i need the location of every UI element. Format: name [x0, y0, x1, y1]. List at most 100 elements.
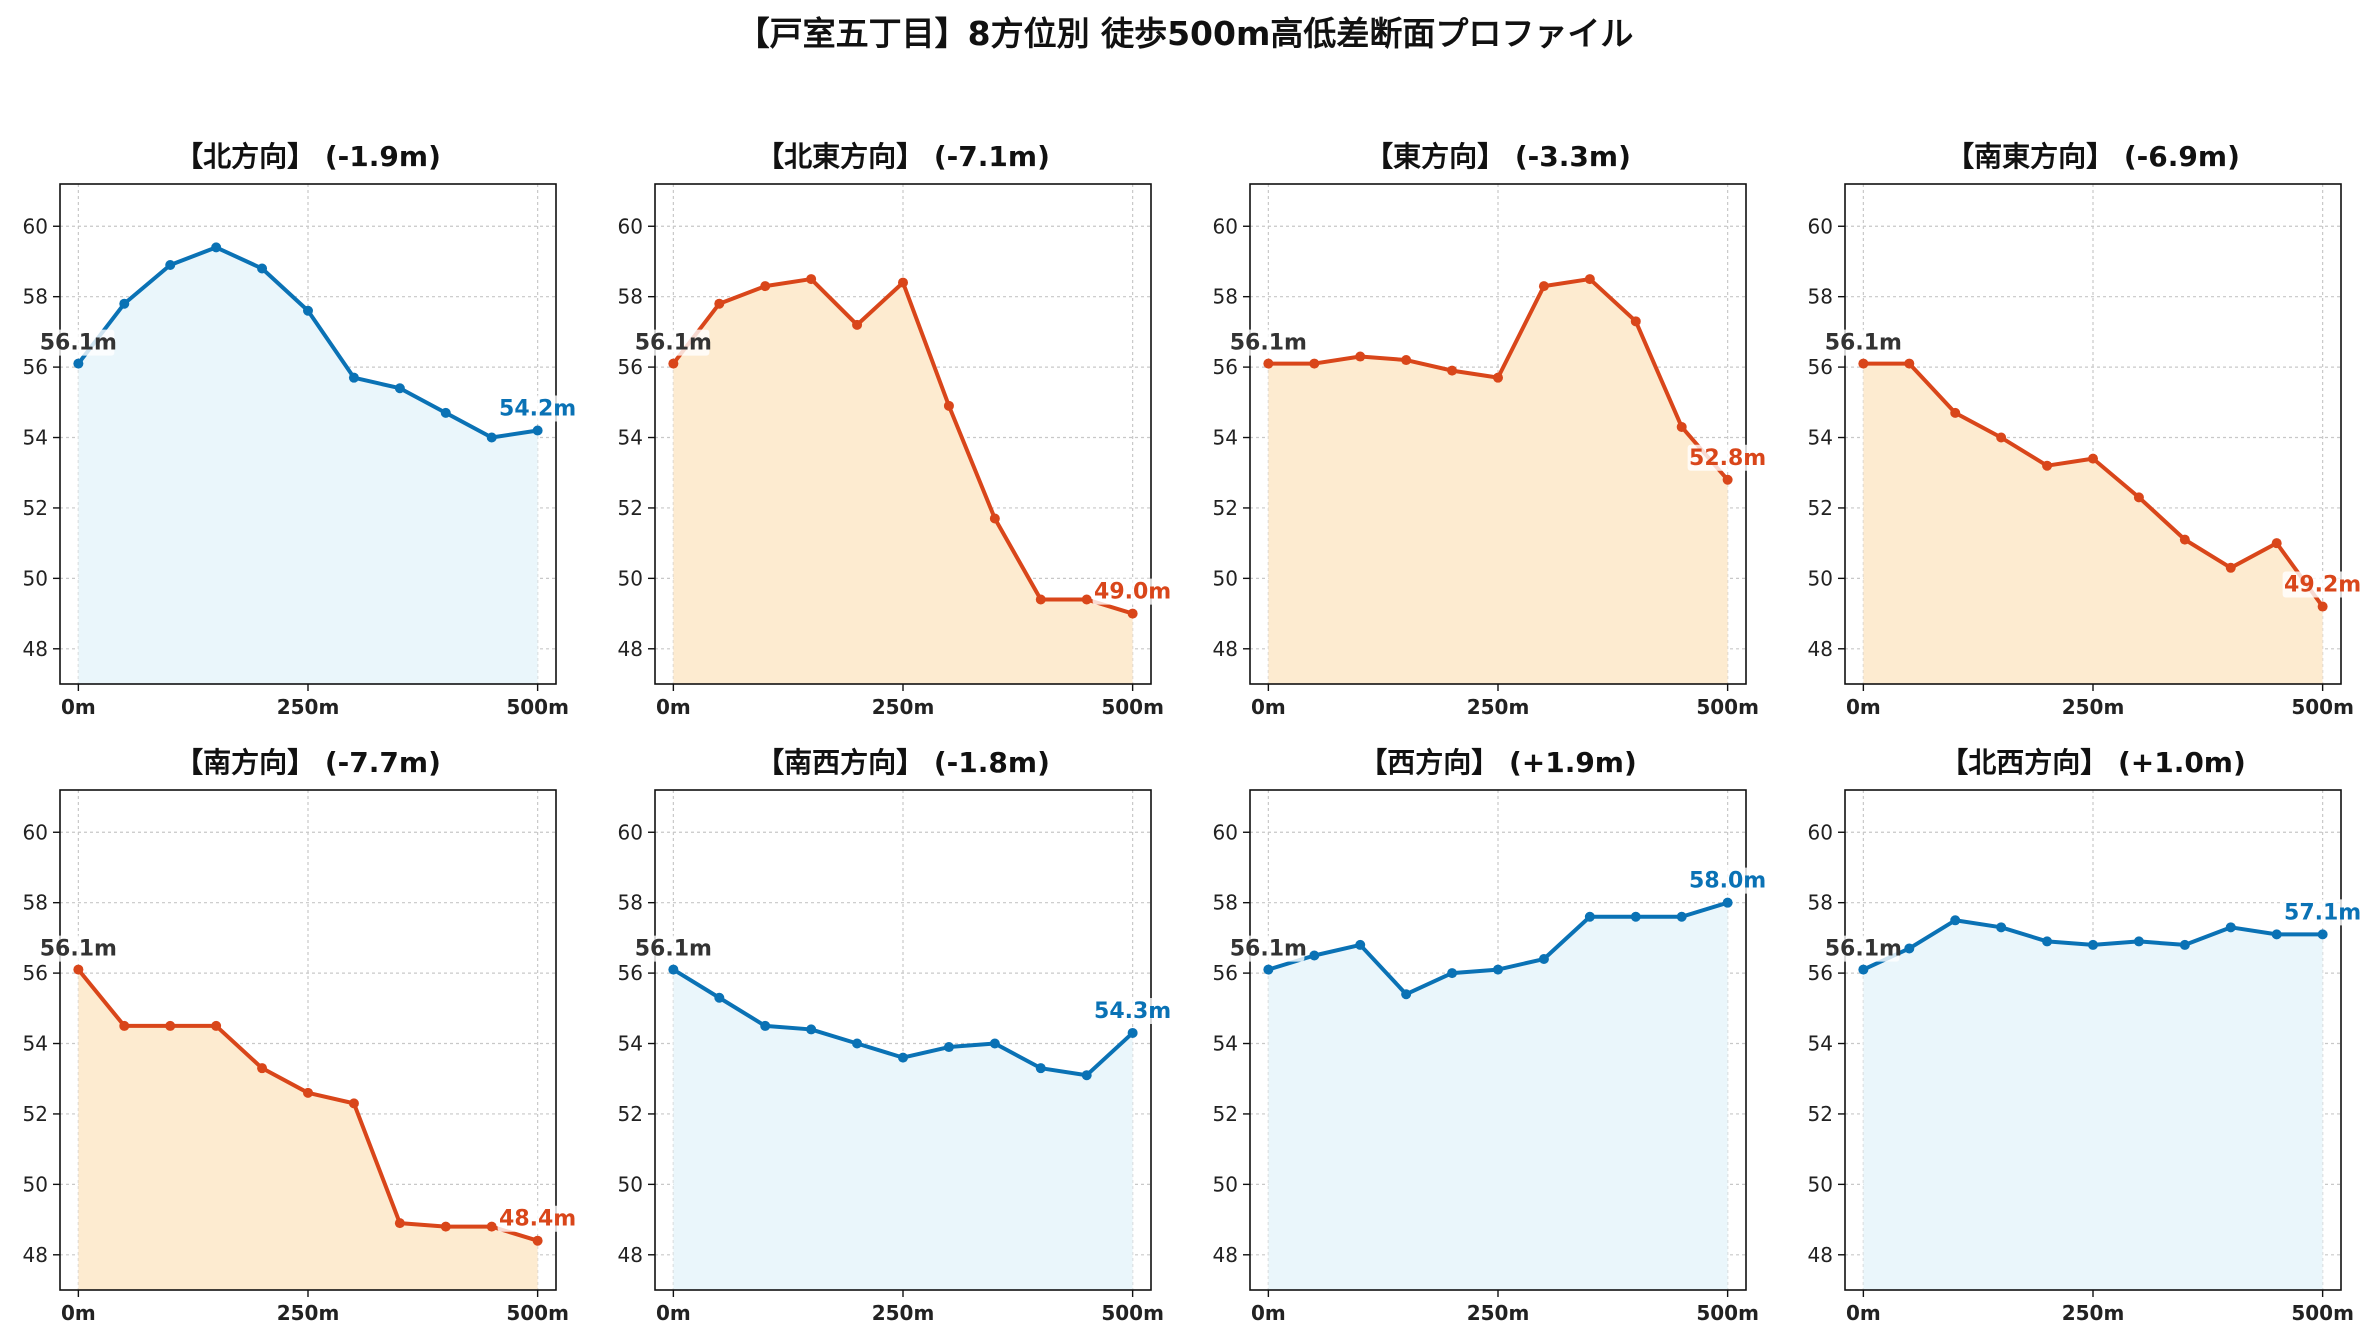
data-point	[1355, 351, 1366, 362]
data-point	[943, 1042, 954, 1053]
data-point	[348, 1098, 359, 1109]
end-label-bg	[1092, 578, 1173, 605]
data-point	[989, 1038, 1000, 1049]
end-elevation-label: 48.4m	[499, 1207, 576, 1232]
y-tick-label: 60	[23, 214, 48, 238]
y-tick-label: 56	[23, 961, 48, 985]
data-point	[440, 407, 451, 418]
data-point	[1858, 358, 1869, 369]
data-point	[898, 1052, 908, 1063]
panel-title: 【南方向】 (-7.7m)	[175, 746, 441, 779]
start-elevation-label: 56.1m	[1825, 331, 1902, 356]
data-point	[2271, 929, 2282, 940]
figure-title: 【戸室五丁目】8方位別 徒歩500m高低差断面プロファイル	[737, 14, 1634, 53]
area-fill	[1268, 279, 1728, 684]
data-point	[2179, 939, 2190, 950]
data-point	[806, 1024, 817, 1035]
end-elevation-label: 49.0m	[1094, 580, 1171, 605]
end-label-bg	[497, 1205, 578, 1232]
y-tick-label: 54	[1213, 1032, 1238, 1056]
panel-title: 【南東方向】 (-6.9m)	[1946, 140, 2240, 173]
y-tick-label: 58	[23, 891, 48, 915]
x-tick-label: 250m	[1467, 1301, 1530, 1325]
data-point	[73, 964, 84, 975]
data-point	[257, 1063, 268, 1074]
y-tick-label: 60	[1808, 214, 1833, 238]
data-point	[1401, 355, 1412, 366]
start-label-bg	[1827, 329, 1900, 356]
x-tick-label: 0m	[1251, 695, 1286, 719]
x-tick-label: 250m	[2062, 695, 2125, 719]
data-point	[257, 263, 268, 274]
y-tick-label: 48	[23, 637, 48, 661]
x-tick-label: 250m	[277, 1301, 340, 1325]
data-point	[2088, 453, 2098, 464]
end-label-bg	[2282, 571, 2363, 598]
x-tick-label: 250m	[872, 1301, 935, 1325]
data-point	[2042, 460, 2053, 471]
data-point	[2042, 936, 2053, 947]
y-tick-label: 56	[23, 355, 48, 379]
area-fill	[1863, 920, 2323, 1290]
data-point	[1584, 911, 1595, 922]
data-point	[760, 281, 771, 292]
y-tick-label: 58	[618, 891, 643, 915]
data-point	[989, 513, 1000, 524]
area-fill	[673, 279, 1133, 684]
y-tick-label: 48	[23, 1243, 48, 1267]
data-point	[1493, 964, 1503, 975]
panel-0: 48 50 52 54 56 58 60 0m 250m 500m 【北方向】 (-1.9m) 56.…	[23, 140, 578, 719]
data-point	[1676, 911, 1687, 922]
start-elevation-label: 56.1m	[635, 937, 712, 962]
data-point	[2225, 922, 2236, 933]
start-elevation-label: 56.1m	[1230, 937, 1307, 962]
data-point	[2133, 936, 2144, 947]
data-point	[165, 259, 176, 270]
y-tick-label: 48	[1808, 1243, 1833, 1267]
data-point	[1309, 358, 1320, 369]
x-tick-label: 250m	[872, 695, 935, 719]
data-point	[303, 1087, 313, 1098]
y-tick-label: 48	[1213, 1243, 1238, 1267]
data-point	[1263, 964, 1274, 975]
data-point	[1081, 1070, 1092, 1081]
start-elevation-label: 56.1m	[635, 331, 712, 356]
y-tick-label: 60	[618, 820, 643, 844]
x-tick-label: 0m	[656, 695, 691, 719]
start-elevation-label: 56.1m	[1230, 331, 1307, 356]
x-tick-label: 0m	[1251, 1301, 1286, 1325]
end-label-bg	[1687, 444, 1768, 471]
y-tick-label: 54	[1213, 426, 1238, 450]
y-tick-label: 54	[1808, 426, 1833, 450]
y-tick-label: 48	[618, 637, 643, 661]
data-point	[668, 964, 679, 975]
x-tick-label: 500m	[506, 1301, 569, 1325]
panel-7: 48 50 52 54 56 58 60 0m 250m 500m 【北西方向】 (+1.0m) 56…	[1808, 746, 2363, 1325]
data-point	[1127, 1027, 1138, 1038]
y-tick-label: 58	[1808, 285, 1833, 309]
start-label-bg	[42, 935, 115, 962]
data-point	[1950, 407, 1961, 418]
y-tick-label: 58	[1213, 891, 1238, 915]
y-tick-label: 56	[1808, 355, 1833, 379]
y-tick-label: 50	[1808, 1172, 1833, 1196]
y-tick-label: 60	[23, 820, 48, 844]
data-point	[1447, 365, 1458, 376]
end-elevation-label: 52.8m	[1689, 446, 1766, 471]
area-fill	[1863, 363, 2323, 684]
panel-2: 48 50 52 54 56 58 60 0m 250m 500m 【東方向】 (-3.3m) 56.…	[1213, 140, 1768, 719]
data-point	[1630, 316, 1641, 327]
data-point	[440, 1221, 451, 1232]
panel-3: 48 50 52 54 56 58 60 0m 250m 500m 【南東方向】 (-6.9m) 56…	[1808, 140, 2363, 719]
data-point	[303, 305, 313, 316]
y-tick-label: 58	[618, 285, 643, 309]
start-label-bg	[637, 935, 710, 962]
y-tick-label: 52	[1213, 1102, 1238, 1126]
y-tick-label: 56	[618, 355, 643, 379]
x-tick-label: 0m	[61, 1301, 96, 1325]
y-tick-label: 56	[618, 961, 643, 985]
y-tick-label: 60	[1213, 214, 1238, 238]
end-elevation-label: 54.3m	[1094, 999, 1171, 1024]
x-tick-label: 0m	[1846, 695, 1881, 719]
